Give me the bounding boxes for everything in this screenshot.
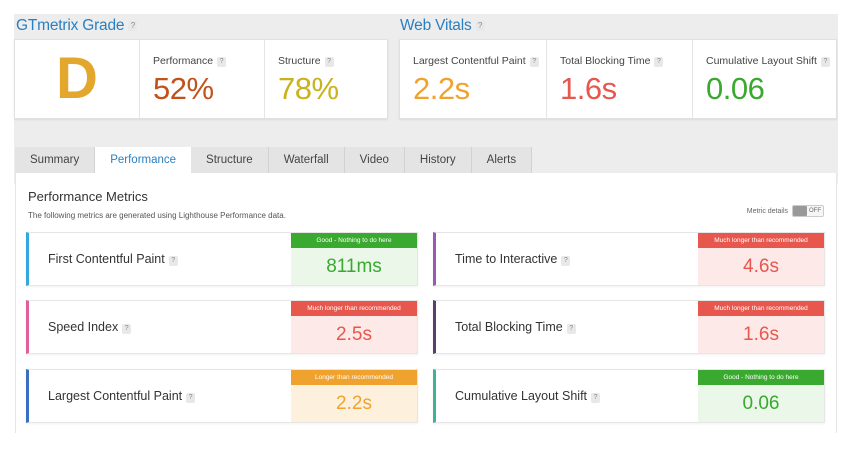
status-badge: Good - Nothing to do here xyxy=(698,370,824,385)
metric-value: 0.06 xyxy=(742,393,780,414)
cls-vital: Cumulative Layout Shift? 0.06 xyxy=(692,40,836,118)
metric-details-toggle[interactable]: OFF xyxy=(792,205,824,217)
metric-name: Time to Interactive? xyxy=(455,233,571,285)
help-icon[interactable]: ? xyxy=(324,57,334,67)
structure-value: 78% xyxy=(278,71,339,106)
metric-value: 2.2s xyxy=(336,393,372,414)
metric-value: 811ms xyxy=(326,256,382,277)
help-icon[interactable]: ? xyxy=(128,21,138,31)
help-icon[interactable]: ? xyxy=(654,57,664,67)
metric-result: Longer than recommended 2.2s xyxy=(291,370,417,422)
panel-subtitle: The following metrics are generated usin… xyxy=(28,211,286,220)
structure-score: Structure? 78% xyxy=(264,40,388,118)
status-badge: Much longer than recommended xyxy=(698,233,824,248)
help-icon[interactable]: ? xyxy=(217,57,227,67)
metric-name: Speed Index? xyxy=(48,301,132,353)
tab-waterfall[interactable]: Waterfall xyxy=(268,147,345,173)
metric-card-tbt: Total Blocking Time? Much longer than re… xyxy=(433,300,825,354)
tab-summary[interactable]: Summary xyxy=(15,147,96,173)
status-badge: Much longer than recommended xyxy=(291,301,417,316)
toggle-knob xyxy=(793,206,807,216)
status-badge: Good - Nothing to do here xyxy=(291,233,417,248)
performance-score: Performance? 52% xyxy=(139,40,264,118)
help-icon[interactable]: ? xyxy=(168,256,178,266)
metric-card-cls: Cumulative Layout Shift? Good - Nothing … xyxy=(433,369,825,423)
toggle-state: OFF xyxy=(809,208,821,214)
metric-name: Total Blocking Time? xyxy=(455,301,576,353)
tab-structure[interactable]: Structure xyxy=(191,147,269,173)
status-badge: Longer than recommended xyxy=(291,370,417,385)
performance-value: 52% xyxy=(153,71,214,106)
report-tabs: Summary Performance Structure Waterfall … xyxy=(15,147,533,173)
metric-result: Good - Nothing to do here 811ms xyxy=(291,233,417,285)
grade-letter: D xyxy=(56,46,98,111)
metric-name: Largest Contentful Paint? xyxy=(48,370,196,422)
help-icon[interactable]: ? xyxy=(475,21,485,31)
metric-name: Cumulative Layout Shift? xyxy=(455,370,601,422)
metric-card-tti: Time to Interactive? Much longer than re… xyxy=(433,232,825,286)
lcp-vital: Largest Contentful Paint? 2.2s xyxy=(400,40,546,118)
lcp-value: 2.2s xyxy=(413,71,470,106)
metric-name: First Contentful Paint? xyxy=(48,233,178,285)
help-icon[interactable]: ? xyxy=(561,256,571,266)
cls-value: 0.06 xyxy=(706,71,765,106)
tab-performance[interactable]: Performance xyxy=(95,147,192,173)
help-icon[interactable]: ? xyxy=(122,324,132,334)
metric-details-toggle-group: Metric details OFF xyxy=(747,205,824,217)
metric-details-label: Metric details xyxy=(746,207,788,215)
gtmetrix-grade-title: GTmetrix Grade? xyxy=(16,17,138,35)
help-icon[interactable]: ? xyxy=(820,57,830,67)
help-icon[interactable]: ? xyxy=(186,393,196,403)
performance-panel: Performance Metrics The following metric… xyxy=(15,173,837,433)
metric-card-speed-index: Speed Index? Much longer than recommende… xyxy=(26,300,418,354)
metric-result: Much longer than recommended 4.6s xyxy=(698,233,824,285)
status-badge: Much longer than recommended xyxy=(698,301,824,316)
web-vitals-card: Largest Contentful Paint? 2.2s Total Blo… xyxy=(399,39,837,119)
metric-card-lcp: Largest Contentful Paint? Longer than re… xyxy=(26,369,418,423)
metric-card-fcp: First Contentful Paint? Good - Nothing t… xyxy=(26,232,418,286)
metric-value: 2.5s xyxy=(336,324,372,345)
help-icon[interactable]: ? xyxy=(591,393,601,403)
metric-result: Much longer than recommended 1.6s xyxy=(698,301,824,353)
panel-title: Performance Metrics xyxy=(28,189,148,204)
tab-alerts[interactable]: Alerts xyxy=(471,147,533,173)
tbt-value: 1.6s xyxy=(560,71,617,106)
grade-card: D Performance? 52% Structure? 78% xyxy=(14,39,388,119)
help-icon[interactable]: ? xyxy=(529,57,539,67)
metric-value: 1.6s xyxy=(743,324,779,345)
tab-history[interactable]: History xyxy=(404,147,472,173)
metric-result: Much longer than recommended 2.5s xyxy=(291,301,417,353)
web-vitals-title: Web Vitals? xyxy=(400,17,485,35)
help-icon[interactable]: ? xyxy=(566,324,576,334)
grade-badge: D xyxy=(15,40,139,118)
metric-result: Good - Nothing to do here 0.06 xyxy=(698,370,824,422)
metric-value: 4.6s xyxy=(743,256,779,277)
tab-video[interactable]: Video xyxy=(344,147,405,173)
tbt-vital: Total Blocking Time? 1.6s xyxy=(546,40,692,118)
